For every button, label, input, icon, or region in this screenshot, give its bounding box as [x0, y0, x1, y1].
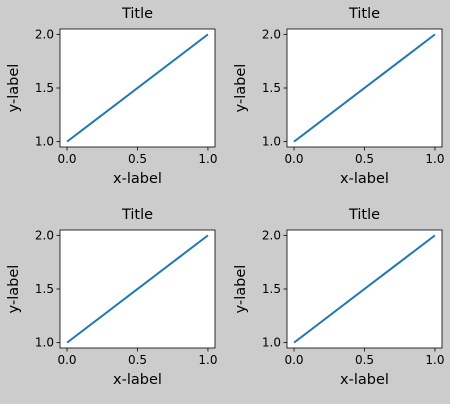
subplot-title: Title [121, 207, 153, 223]
x-tick-label: 0.5 [355, 152, 374, 166]
x-axis-label: x-label [340, 171, 389, 187]
subplot-4: 0.0 0.5 1.0 1.0 1.5 2.0 Title x-label y-label [233, 207, 445, 388]
series-line [293, 234, 436, 344]
subplot-title: Title [348, 6, 380, 22]
y-tick-label: 1.0 [35, 135, 54, 149]
y-axis-label: y-label [6, 64, 22, 113]
subplot-1: 0.0 0.5 1.0 1.0 1.5 2.0 Title x-label y-label [6, 6, 218, 187]
x-tick-label: 0.0 [284, 353, 303, 367]
y-tick-label: 2.0 [35, 27, 54, 41]
y-tick-label: 1.0 [35, 336, 54, 350]
subplot-3: 0.0 0.5 1.0 1.0 1.5 2.0 Title x-label y-label [6, 207, 218, 388]
y-axis-label: y-label [233, 64, 249, 113]
x-tick-label: 1.0 [425, 353, 444, 367]
x-tick-label: 1.0 [198, 353, 217, 367]
y-tick-label: 2.0 [262, 228, 281, 242]
y-tick-label: 2.0 [262, 27, 281, 41]
y-tick-label: 1.0 [262, 336, 281, 350]
x-tick-label: 0.5 [355, 353, 374, 367]
x-axis-label: x-label [340, 372, 389, 388]
y-tick-label: 1.0 [262, 135, 281, 149]
x-axis-label: x-label [113, 372, 162, 388]
x-tick-label: 0.5 [128, 353, 147, 367]
y-tick-label: 1.5 [35, 81, 54, 95]
x-tick-label: 0.0 [57, 353, 76, 367]
x-axis-label: x-label [113, 171, 162, 187]
x-tick-label: 1.0 [198, 152, 217, 166]
y-tick-label: 2.0 [35, 228, 54, 242]
x-tick-label: 0.5 [128, 152, 147, 166]
x-tick-label: 0.0 [57, 152, 76, 166]
subplot-title: Title [121, 6, 153, 22]
y-axis-label: y-label [233, 265, 249, 314]
x-tick-label: 0.0 [284, 152, 303, 166]
series-line [66, 33, 209, 143]
y-tick-label: 1.5 [262, 81, 281, 95]
series-line [66, 234, 209, 344]
y-axis-label: y-label [6, 265, 22, 314]
subplot-2: 0.0 0.5 1.0 1.0 1.5 2.0 Title x-label y-label [233, 6, 445, 187]
subplot-title: Title [348, 207, 380, 223]
y-tick-label: 1.5 [35, 282, 54, 296]
x-tick-label: 1.0 [425, 152, 444, 166]
series-line [293, 33, 436, 143]
y-tick-label: 1.5 [262, 282, 281, 296]
